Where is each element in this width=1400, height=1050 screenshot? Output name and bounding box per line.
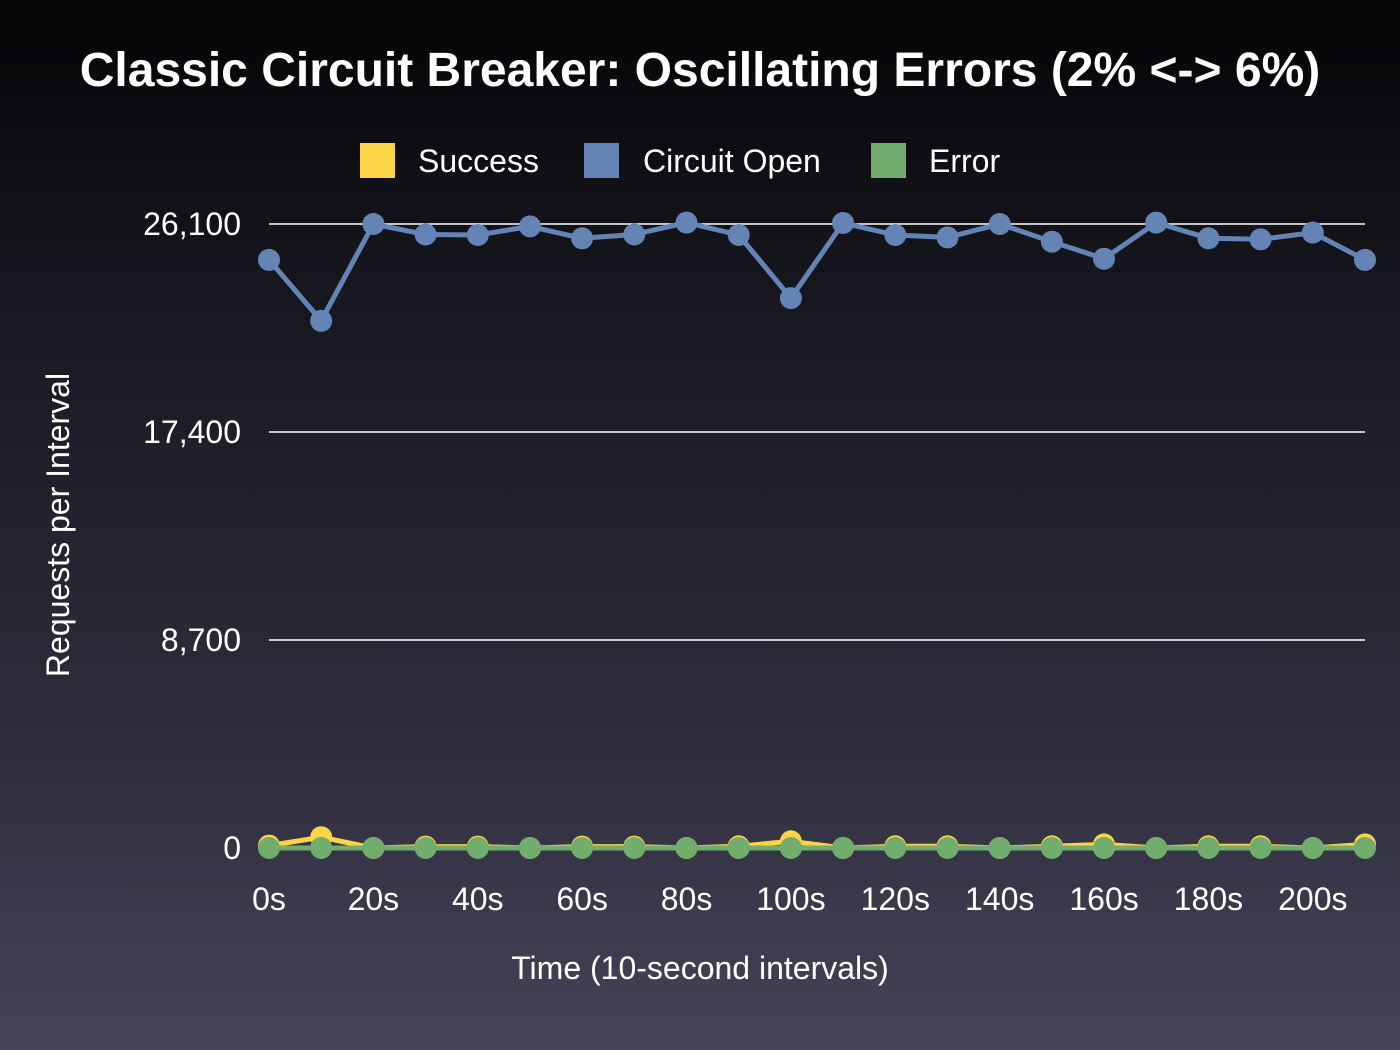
data-point — [1301, 837, 1324, 859]
legend-swatch — [871, 143, 906, 178]
data-point — [1197, 227, 1220, 250]
series-circuit-open — [258, 211, 1376, 332]
x-tick-label: 120s — [861, 881, 930, 917]
data-point — [832, 212, 855, 234]
data-point — [1093, 247, 1115, 270]
x-tick-label: 180s — [1174, 881, 1243, 917]
data-point — [779, 837, 802, 859]
data-point — [1040, 230, 1063, 253]
legend-label: Circuit Open — [643, 143, 821, 179]
data-point — [1040, 837, 1063, 859]
y-tick-label: 8,700 — [161, 622, 241, 658]
data-point — [1145, 837, 1168, 859]
x-tick-label: 20s — [348, 881, 400, 917]
y-tick-label: 26,100 — [143, 206, 241, 242]
x-tick-label: 0s — [252, 881, 286, 917]
legend-label: Success — [418, 143, 539, 179]
y-tick-label: 0 — [223, 830, 241, 866]
y-axis-title: Requests per Interval — [40, 373, 76, 677]
data-point — [1093, 837, 1115, 859]
x-tick-label: 140s — [965, 881, 1034, 917]
series-error — [258, 837, 1376, 859]
legend-swatch — [584, 143, 619, 178]
x-tick-label: 60s — [556, 881, 608, 917]
data-point — [519, 215, 541, 238]
x-tick-label: 40s — [452, 881, 504, 917]
data-point — [936, 837, 959, 859]
data-point — [362, 213, 385, 235]
data-point — [675, 837, 698, 859]
data-point — [571, 227, 594, 250]
data-point — [623, 837, 646, 859]
data-point — [310, 837, 333, 859]
data-point — [414, 223, 437, 246]
data-point — [623, 223, 646, 246]
x-tick-label: 200s — [1278, 881, 1347, 917]
x-tick-label: 100s — [756, 881, 825, 917]
data-point — [727, 224, 750, 246]
y-tick-label: 17,400 — [143, 414, 241, 450]
data-point — [1354, 248, 1376, 271]
x-tick-label: 160s — [1069, 881, 1138, 917]
data-point — [1197, 837, 1220, 859]
data-point — [258, 837, 280, 859]
legend-item: Success — [360, 143, 539, 179]
legend-label: Error — [929, 143, 1000, 179]
chart-title: Classic Circuit Breaker: Oscillating Err… — [80, 44, 1321, 97]
data-point — [1145, 211, 1168, 234]
data-point — [1249, 228, 1272, 251]
data-point — [466, 224, 489, 246]
data-point — [988, 213, 1011, 235]
data-point — [571, 837, 594, 859]
legend: Success Circuit Open Error — [360, 143, 1000, 179]
x-axis-title: Time (10-second intervals) — [511, 950, 889, 986]
data-point — [936, 226, 959, 249]
data-point — [362, 837, 385, 859]
series-layer — [258, 211, 1376, 859]
legend-item: Error — [871, 143, 1000, 179]
data-point — [414, 837, 437, 859]
y-axis-ticks: 0 8,700 17,400 26,100 — [143, 206, 241, 866]
data-point — [310, 309, 333, 332]
data-point — [884, 837, 907, 859]
data-point — [884, 224, 907, 246]
data-point — [1301, 221, 1324, 244]
x-axis-ticks: 0s 20s 40s 60s 80s 100s 120s 140s 160s 180s 200s — [252, 881, 1347, 917]
legend-swatch — [360, 143, 395, 178]
data-point — [675, 211, 698, 234]
gridlines — [269, 223, 1365, 641]
series-line — [267, 220, 1367, 324]
data-point — [1249, 837, 1272, 859]
data-point — [727, 837, 750, 859]
legend-item: Circuit Open — [584, 143, 821, 179]
data-point — [988, 837, 1011, 859]
data-point — [779, 287, 802, 310]
data-point — [1354, 837, 1376, 859]
data-point — [832, 837, 855, 859]
data-point — [258, 248, 280, 271]
data-point — [466, 837, 489, 859]
x-tick-label: 80s — [661, 881, 713, 917]
data-point — [519, 837, 541, 859]
